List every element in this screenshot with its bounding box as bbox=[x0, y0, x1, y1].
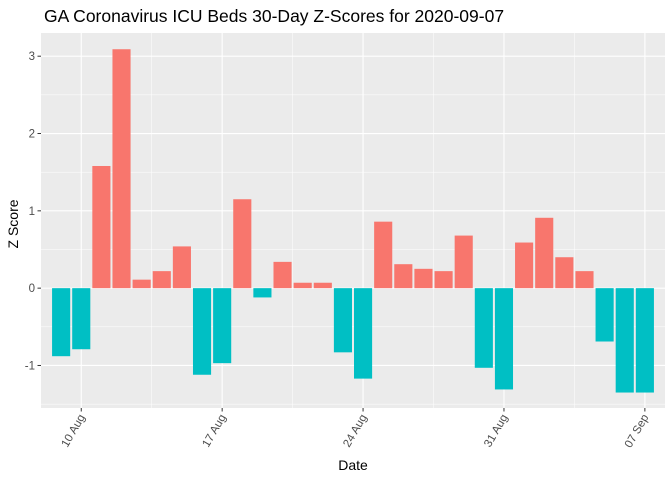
chart-title: GA Coronavirus ICU Beds 30-Day Z-Scores … bbox=[44, 6, 504, 26]
y-tick-label: 3 bbox=[29, 51, 35, 63]
bar bbox=[615, 288, 634, 393]
x-axis-title: Date bbox=[338, 457, 368, 473]
bar bbox=[52, 288, 71, 357]
bar bbox=[333, 288, 352, 353]
bar bbox=[414, 268, 433, 289]
bar bbox=[595, 288, 614, 342]
bar bbox=[132, 279, 151, 289]
bar bbox=[454, 235, 473, 289]
bar bbox=[112, 49, 131, 289]
panel-background bbox=[41, 33, 665, 408]
bar bbox=[394, 264, 413, 289]
bar bbox=[535, 217, 554, 289]
bar bbox=[92, 165, 111, 289]
bar bbox=[555, 257, 574, 289]
bar bbox=[253, 288, 272, 298]
y-tick-label: 1 bbox=[29, 206, 35, 218]
x-tick-label: 07 Sep bbox=[623, 413, 652, 451]
bar bbox=[515, 242, 534, 289]
bar bbox=[233, 199, 252, 289]
y-axis-title: Z Score bbox=[5, 199, 21, 248]
bar bbox=[172, 246, 191, 289]
bar bbox=[213, 288, 232, 364]
bar bbox=[273, 261, 292, 289]
y-tick-label: 2 bbox=[29, 129, 35, 141]
plot-panel bbox=[41, 33, 665, 408]
x-tick-label: 24 Aug bbox=[341, 413, 369, 450]
x-tick-label: 10 Aug bbox=[60, 413, 88, 450]
bar bbox=[434, 271, 453, 289]
bar bbox=[474, 288, 493, 368]
y-tick-label: 0 bbox=[29, 283, 35, 295]
x-axis: 10 Aug 17 Aug 24 Aug 31 Aug 07 Sep bbox=[60, 408, 652, 451]
y-tick-label: -1 bbox=[25, 360, 35, 372]
bar bbox=[152, 271, 171, 289]
bar bbox=[293, 282, 312, 289]
bar bbox=[575, 271, 594, 289]
bar bbox=[374, 221, 393, 289]
y-axis: -1 0 1 2 3 bbox=[25, 51, 41, 372]
bar bbox=[72, 288, 91, 350]
bar bbox=[494, 288, 514, 390]
x-tick-label: 17 Aug bbox=[200, 413, 228, 450]
bar bbox=[635, 288, 654, 393]
bar bbox=[192, 288, 212, 375]
x-tick-label: 31 Aug bbox=[482, 413, 510, 450]
bar bbox=[313, 282, 332, 289]
bar bbox=[354, 288, 373, 379]
